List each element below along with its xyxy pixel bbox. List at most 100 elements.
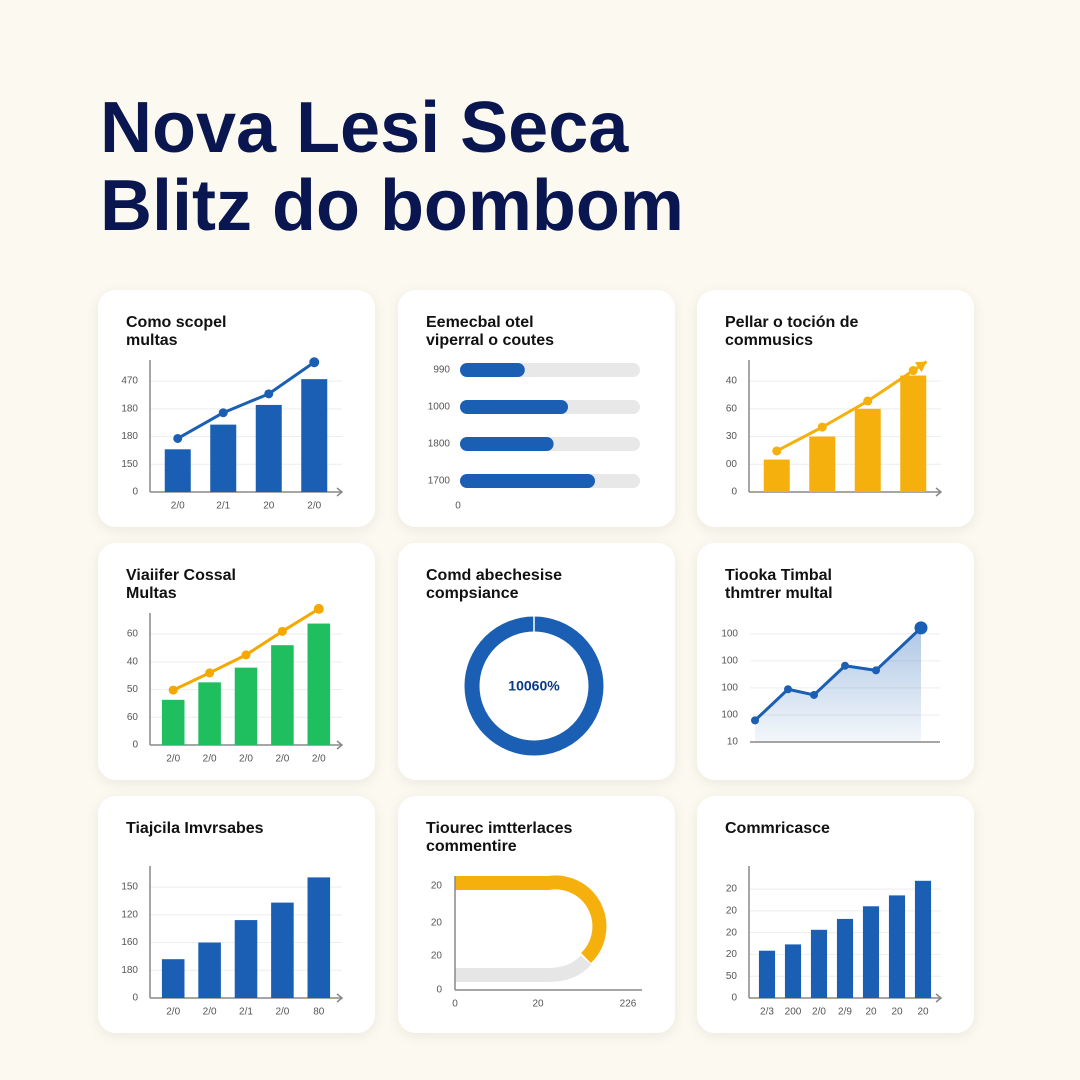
line-point	[313, 603, 324, 614]
y-tick-label: 50	[127, 684, 139, 695]
bar	[234, 667, 258, 745]
chart-title: Tiooka Timbal	[725, 567, 832, 584]
x-tick-label: 20	[917, 1007, 929, 1018]
x-tick-label: 2/0	[166, 1007, 180, 1018]
x-tick-label: 2/0	[203, 1007, 217, 1018]
y-tick-label: 160	[121, 937, 138, 948]
x-tick-label: 20	[263, 501, 275, 512]
bar	[198, 682, 221, 745]
y-tick-label: 60	[726, 403, 738, 414]
y-tick-label: 1700	[428, 476, 451, 487]
line-point	[218, 408, 228, 418]
bar	[784, 944, 802, 998]
y-tick-label: 20	[726, 927, 738, 938]
bar	[809, 436, 836, 492]
line-point	[241, 650, 251, 660]
y-tick-label: 00	[726, 459, 738, 470]
y-tick-label: 100	[721, 656, 738, 667]
line-point	[872, 666, 880, 675]
x-tick-label: 2/0	[239, 754, 253, 765]
y-tick-label: 10	[727, 737, 739, 748]
y-tick-label: 0	[132, 487, 138, 498]
card	[398, 543, 675, 780]
x-tick-label: 2/0	[812, 1007, 826, 1018]
line-point	[841, 661, 849, 670]
y-tick-label: 20	[726, 884, 738, 895]
y-tick-label: 0	[731, 487, 737, 498]
bar	[763, 459, 790, 492]
x-tick-label: 2/9	[838, 1007, 852, 1018]
y-tick-label: 20	[431, 951, 443, 962]
chart-title: commentire	[426, 838, 517, 855]
y-tick-label: 180	[121, 965, 138, 976]
chart-title: Como scopel	[126, 314, 226, 331]
bar	[301, 379, 328, 492]
bar	[164, 449, 191, 492]
bar	[914, 880, 932, 998]
y-tick-label: 20	[431, 881, 443, 892]
y-tick-label: 100	[721, 683, 738, 694]
y-tick-label: 100	[721, 628, 738, 639]
axis-arrow	[336, 487, 344, 497]
x-tick-label: 20	[891, 1007, 903, 1018]
y-tick-label: 470	[121, 376, 138, 387]
y-tick-label: 150	[121, 882, 138, 893]
chart-title: Viaiifer Cossal	[126, 567, 236, 584]
axis-arrow	[935, 993, 943, 1003]
bar	[836, 918, 854, 998]
progress-track	[455, 955, 592, 982]
y-tick-label: 1000	[428, 402, 451, 413]
y-tick-label: 100	[721, 710, 738, 721]
bar	[810, 929, 828, 998]
bar	[862, 906, 880, 998]
chart-title: commusics	[725, 332, 813, 349]
donut-label: 10060%	[508, 678, 560, 694]
bar	[161, 699, 185, 745]
axis-arrow	[336, 740, 344, 750]
axis-arrow	[935, 487, 943, 497]
x-tick-label: 226	[620, 999, 637, 1010]
chart-title: multas	[126, 332, 178, 349]
bar	[210, 424, 237, 492]
bar	[307, 877, 331, 998]
x-tick-label: 2/1	[239, 1007, 253, 1018]
y-tick-label: 30	[726, 431, 738, 442]
bar	[255, 404, 282, 492]
y-tick-label: 20	[726, 949, 738, 960]
x-tick-label: 2/0	[171, 501, 185, 512]
y-tick-label: 20	[431, 918, 443, 929]
y-tick-label: 1800	[428, 439, 451, 450]
y-tick-label: 180	[121, 431, 138, 442]
y-tick-label: 120	[121, 909, 138, 920]
line	[776, 369, 915, 453]
chart-title: Commricasce	[725, 820, 830, 837]
y-tick-label: 0	[731, 993, 737, 1004]
x-tick-label: 200	[785, 1007, 802, 1018]
bar	[758, 950, 776, 998]
chart-title: Multas	[126, 585, 177, 602]
y-tick-label: 990	[433, 365, 450, 376]
line-point	[277, 626, 287, 636]
chart-card: Commricasce 0 50 20 20 20 20 2/3 200 2/0 2/9 20 20 20	[697, 796, 974, 1033]
x-tick-label: 2/0	[307, 501, 321, 512]
x-tick-label: 2/0	[166, 754, 180, 765]
line-point	[817, 422, 827, 432]
bar	[161, 959, 185, 998]
x-tick-label: 2/0	[275, 1007, 289, 1018]
arrow-head	[914, 361, 927, 373]
bar	[900, 375, 927, 492]
bar	[888, 895, 906, 998]
y-tick-label: 20	[726, 905, 738, 916]
line	[753, 626, 923, 722]
x-tick-label: 2/1	[216, 501, 230, 512]
line-point	[810, 690, 818, 699]
bar	[234, 920, 258, 998]
area	[755, 627, 921, 742]
line-point	[751, 716, 759, 725]
line	[177, 361, 316, 440]
x-tick-label: 2/3	[760, 1007, 774, 1018]
